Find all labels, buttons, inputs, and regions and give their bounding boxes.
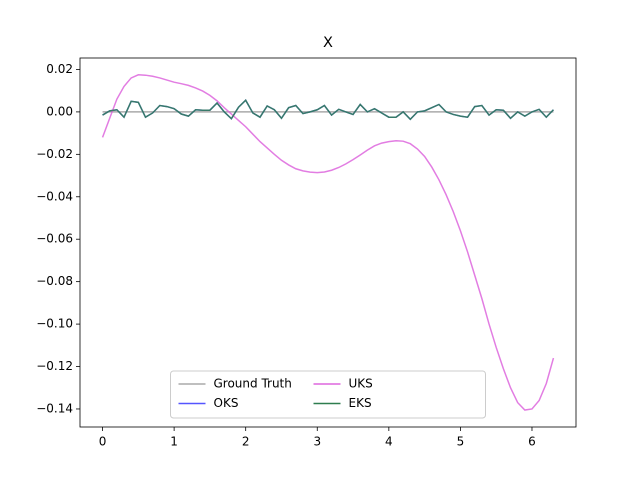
y-tick-label: 0.00 — [46, 104, 73, 118]
legend-label: OKS — [214, 396, 239, 410]
plot-frame — [79, 57, 577, 428]
x-tick-label: 1 — [170, 435, 178, 449]
x-tick-label: 5 — [457, 435, 465, 449]
x-tick-label: 6 — [528, 435, 536, 449]
series-line — [102, 99, 554, 121]
y-tick-label: −0.06 — [36, 232, 73, 246]
legend-label: Ground Truth — [214, 377, 292, 391]
y-tick-label: −0.04 — [36, 189, 73, 203]
x-tick-label: 4 — [385, 435, 393, 449]
y-tick-label: −0.10 — [36, 317, 73, 331]
legend-label: UKS — [349, 377, 373, 391]
series-line — [101, 74, 555, 411]
y-tick-label: −0.08 — [36, 274, 73, 288]
y-tick-label: −0.02 — [36, 147, 73, 161]
x-tick-label: 0 — [99, 435, 107, 449]
x-tick-label: 3 — [313, 435, 321, 449]
y-tick-label: −0.12 — [36, 359, 73, 373]
y-tick-label: −0.14 — [36, 401, 73, 415]
chart-title: X — [323, 35, 333, 51]
legend-label: EKS — [349, 396, 372, 410]
y-tick-label: 0.02 — [46, 62, 73, 76]
legend-box — [170, 370, 486, 419]
x-tick-label: 2 — [242, 435, 250, 449]
